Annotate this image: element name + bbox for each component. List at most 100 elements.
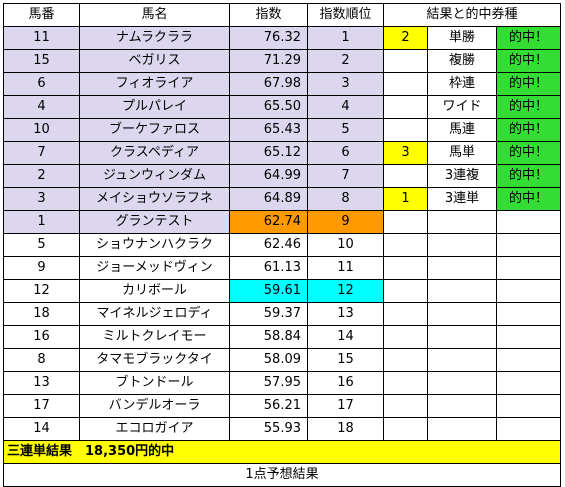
- hit-status-cell: [496, 256, 561, 280]
- table-row: 3 メイショウソラフネ 64.89 8 1 3連単 的中！: [3, 187, 561, 211]
- finish-position-cell: 3: [383, 141, 428, 165]
- horse-number-cell: 12: [3, 279, 80, 303]
- score-cell: 62.46: [229, 233, 308, 257]
- ticket-type-cell: [427, 302, 497, 326]
- hit-status-cell: [496, 210, 561, 234]
- finish-position-cell: [383, 325, 428, 349]
- horse-name-cell: ミルトクレイモー: [79, 325, 230, 349]
- header-result-ticket: 結果と的中券種: [383, 3, 561, 27]
- horse-number-cell: 10: [3, 118, 80, 142]
- horse-number-cell: 7: [3, 141, 80, 165]
- score-rank-cell: 5: [307, 118, 384, 142]
- header-row: 馬番 馬名 指数 指数順位 結果と的中券種: [3, 3, 561, 27]
- horse-name-cell: メイショウソラフネ: [79, 187, 230, 211]
- ticket-type-cell: [427, 325, 497, 349]
- score-cell: 62.74: [229, 210, 308, 234]
- score-rank-cell: 7: [307, 164, 384, 188]
- hit-status-cell: [496, 417, 561, 441]
- score-cell: 55.93: [229, 417, 308, 441]
- score-cell: 64.99: [229, 164, 308, 188]
- score-rank-cell: 16: [307, 371, 384, 395]
- horse-name-cell: カリボール: [79, 279, 230, 303]
- header-horse-name: 馬名: [79, 3, 230, 27]
- hit-status-cell: 的中！: [496, 141, 561, 165]
- score-cell: 58.84: [229, 325, 308, 349]
- score-rank-cell: 9: [307, 210, 384, 234]
- ticket-type-cell: 複勝: [427, 49, 497, 73]
- horse-name-cell: マイネルジェロディ: [79, 302, 230, 326]
- horse-name-cell: フィオライア: [79, 72, 230, 96]
- ticket-type-cell: [427, 417, 497, 441]
- score-cell: 65.50: [229, 95, 308, 119]
- score-cell: 64.89: [229, 187, 308, 211]
- score-cell: 65.12: [229, 141, 308, 165]
- finish-position-cell: [383, 417, 428, 441]
- ticket-type-cell: 枠連: [427, 72, 497, 96]
- ticket-type-cell: [427, 348, 497, 372]
- horse-name-cell: タマモブラックタイ: [79, 348, 230, 372]
- score-rank-cell: 4: [307, 95, 384, 119]
- hit-status-cell: [496, 371, 561, 395]
- score-rank-cell: 11: [307, 256, 384, 280]
- table-row: 18 マイネルジェロディ 59.37 13: [3, 302, 561, 326]
- table-row: 6 フィオライア 67.98 3 枠連 的中！: [3, 72, 561, 96]
- horse-name-cell: ベガリス: [79, 49, 230, 73]
- header-score-rank: 指数順位: [307, 3, 384, 27]
- horse-number-cell: 17: [3, 394, 80, 418]
- horse-number-cell: 9: [3, 256, 80, 280]
- score-rank-cell: 18: [307, 417, 384, 441]
- footer-row: 1点予想結果: [3, 463, 561, 487]
- table-row: 11 ナムラクララ 76.32 1 2 単勝 的中！: [3, 26, 561, 50]
- horse-number-cell: 16: [3, 325, 80, 349]
- score-cell: 56.21: [229, 394, 308, 418]
- score-cell: 57.95: [229, 371, 308, 395]
- horse-name-cell: ブトンドール: [79, 371, 230, 395]
- horse-number-cell: 5: [3, 233, 80, 257]
- score-cell: 67.98: [229, 72, 308, 96]
- hit-status-cell: [496, 325, 561, 349]
- finish-position-cell: 2: [383, 26, 428, 50]
- horse-number-cell: 13: [3, 371, 80, 395]
- finish-position-cell: [383, 348, 428, 372]
- finish-position-cell: [383, 118, 428, 142]
- horse-name-cell: ショウナンハクラク: [79, 233, 230, 257]
- horse-name-cell: クラスペディア: [79, 141, 230, 165]
- table-row: 15 ベガリス 71.29 2 複勝 的中！: [3, 49, 561, 73]
- score-rank-cell: 13: [307, 302, 384, 326]
- result-row: 三連単結果 18,350円的中: [3, 440, 561, 464]
- table-row: 5 ショウナンハクラク 62.46 10: [3, 233, 561, 257]
- hit-status-cell: [496, 348, 561, 372]
- table-row: 7 クラスペディア 65.12 6 3 馬単 的中！: [3, 141, 561, 165]
- score-cell: 65.43: [229, 118, 308, 142]
- score-rank-cell: 17: [307, 394, 384, 418]
- ticket-type-cell: 馬単: [427, 141, 497, 165]
- horse-name-cell: ナムラクララ: [79, 26, 230, 50]
- horse-number-cell: 14: [3, 417, 80, 441]
- horse-name-cell: グランテスト: [79, 210, 230, 234]
- table-row: 10 ブーケファロス 65.43 5 馬連 的中！: [3, 118, 561, 142]
- table-row: 4 プルパレイ 65.50 4 ワイド 的中！: [3, 95, 561, 119]
- score-cell: 76.32: [229, 26, 308, 50]
- score-rank-cell: 2: [307, 49, 384, 73]
- ticket-type-cell: 単勝: [427, 26, 497, 50]
- hit-status-cell: 的中！: [496, 49, 561, 73]
- hit-status-cell: [496, 394, 561, 418]
- finish-position-cell: [383, 95, 428, 119]
- header-score: 指数: [229, 3, 308, 27]
- score-rank-cell: 1: [307, 26, 384, 50]
- finish-position-cell: [383, 256, 428, 280]
- ticket-type-cell: [427, 233, 497, 257]
- ticket-type-cell: 馬連: [427, 118, 497, 142]
- results-sheet: 馬番 馬名 指数 指数順位 結果と的中券種 11 ナムラクララ 76.32 1 2 単勝的…: [3, 3, 561, 487]
- finish-position-cell: [383, 210, 428, 234]
- table-row: 12 カリボール 59.61 12: [3, 279, 561, 303]
- ticket-type-cell: [427, 394, 497, 418]
- horse-number-cell: 6: [3, 72, 80, 96]
- header-horse-number: 馬番: [3, 3, 80, 27]
- table-row: 17 バンデルオーラ 56.21 17: [3, 394, 561, 418]
- finish-position-cell: 1: [383, 187, 428, 211]
- horse-name-cell: ジョーメッドヴィン: [79, 256, 230, 280]
- horse-name-cell: プルパレイ: [79, 95, 230, 119]
- hit-status-cell: [496, 279, 561, 303]
- score-cell: 71.29: [229, 49, 308, 73]
